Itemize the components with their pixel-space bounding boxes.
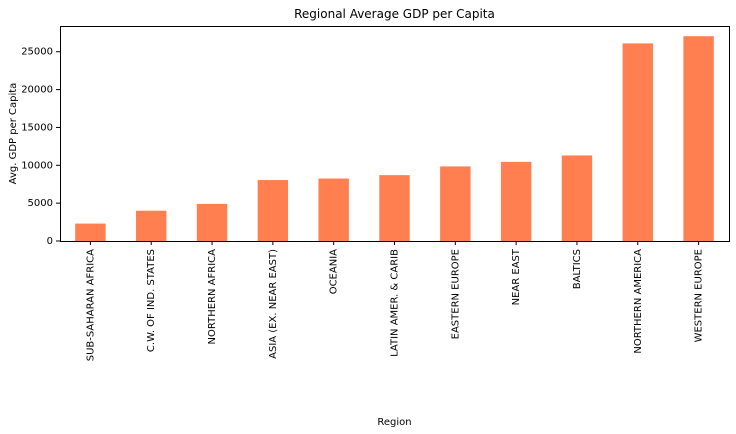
x-tick-label-3: ASIA (EX. NEAR EAST) [268,249,279,359]
y-axis-label: Avg. GDP per Capita [8,83,19,185]
plot-frame [60,26,730,242]
bar-8 [561,155,593,241]
x-tick-label-7: NEAR EAST [511,248,522,305]
x-tick-label-9: NORTHERN AMERICA [633,249,644,354]
bars-group [75,36,714,242]
y-tick-label-0: 0 [47,236,53,247]
x-tick-label-5: LATIN AMER. & CARIB [390,249,401,357]
y-tick-label-3: 15000 [21,122,53,133]
bar-7 [500,161,532,241]
y-tick-label-2: 10000 [21,160,53,171]
y-tick-label-4: 20000 [21,85,53,96]
bar-10 [683,36,714,242]
y-tick-label-5: 25000 [21,47,53,58]
x-tick-label-0: SUB-SAHARAN AFRICA [85,249,96,361]
bar-2 [196,203,228,241]
y-ticks-group: 0 5000 10000 15000 20000 25000 [21,47,60,247]
x-tick-label-6: EASTERN EUROPE [450,249,461,339]
x-ticks-group: SUB-SAHARAN AFRICA C.W. OF IND. STATES NOR… [85,241,705,361]
bar-5 [379,175,410,241]
bar-0 [75,223,106,241]
x-tick-label-2: NORTHERN AFRICA [207,249,218,345]
bar-3 [257,180,289,241]
x-tick-label-4: OCEANIA [329,249,340,294]
chart-title: Regional Average GDP per Capita [294,7,495,21]
bar-9 [622,43,653,241]
x-tick-label-1: C.W. OF IND. STATES [146,249,157,352]
bar-6 [440,166,471,241]
bar-4 [318,178,349,241]
x-tick-label-10: WESTERN EUROPE [694,249,705,342]
y-tick-label-1: 5000 [28,198,53,209]
x-tick-label-8: BALTICS [572,249,583,289]
bar-1 [136,210,167,241]
x-axis-label: Region [377,417,411,428]
